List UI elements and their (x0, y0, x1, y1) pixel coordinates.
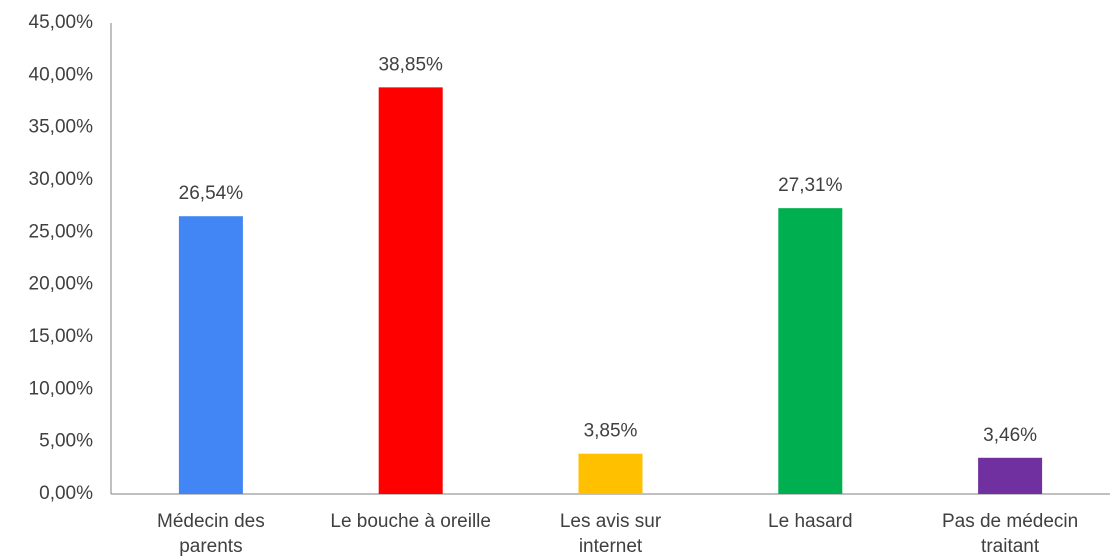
value-label: 3,46% (983, 425, 1037, 446)
y-tick-label: 45,00% (29, 12, 94, 33)
y-tick-label: 40,00% (29, 64, 94, 85)
y-tick-label: 5,00% (39, 431, 93, 452)
y-tick-label: 25,00% (29, 221, 94, 242)
x-tick-label: Médecin des parents (157, 511, 265, 557)
x-tick-label: Le bouche à oreille (330, 511, 491, 532)
y-tick-label: 30,00% (29, 169, 94, 190)
value-label: 27,31% (778, 175, 843, 196)
value-label: 38,85% (378, 54, 443, 75)
bar (978, 457, 1043, 494)
x-tick-label: Pas de médecin traitant (941, 511, 1079, 557)
y-tick-label: 0,00% (39, 483, 93, 504)
y-tick-label: 35,00% (29, 117, 94, 138)
bar (578, 453, 643, 494)
bar (378, 87, 443, 495)
x-tick-label: Le hasard (768, 511, 853, 532)
value-label: 26,54% (179, 183, 244, 204)
bar (778, 208, 843, 494)
y-tick-label: 10,00% (29, 378, 94, 399)
bar (178, 216, 243, 494)
y-tick-label: 20,00% (29, 274, 94, 295)
y-tick-label: 15,00% (29, 326, 94, 347)
x-tick-label: Les avis sur internet (559, 511, 662, 557)
value-label: 3,85% (584, 421, 638, 442)
